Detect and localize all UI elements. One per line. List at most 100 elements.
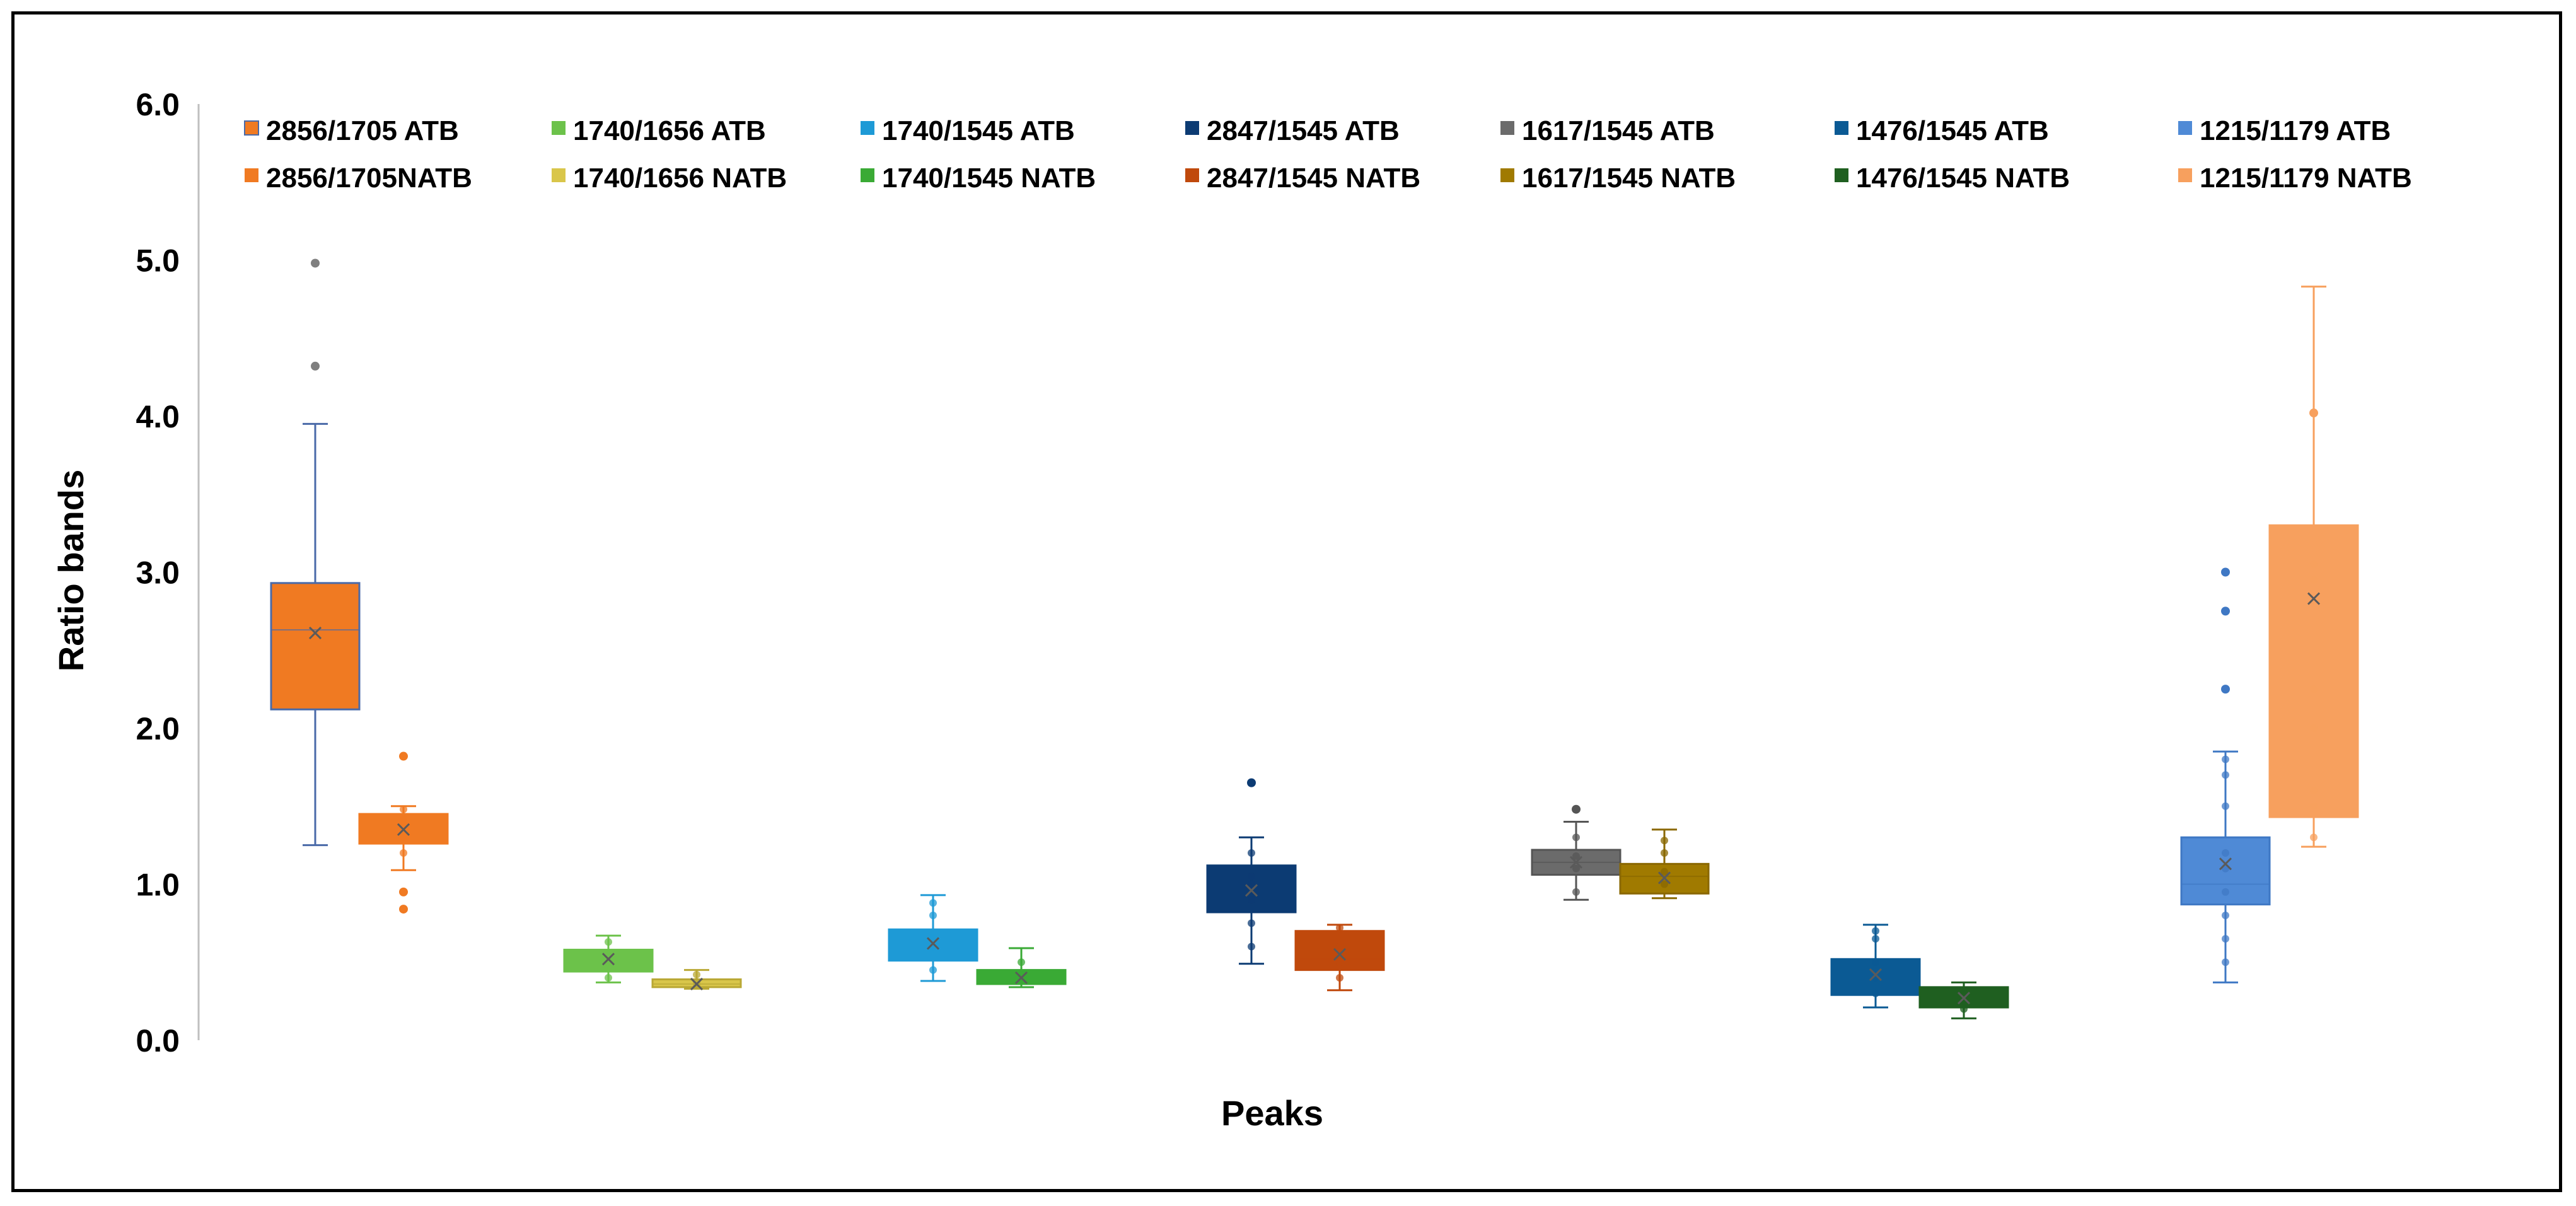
data-point: [1248, 849, 1255, 857]
legend-label: 2856/1705NATB: [266, 163, 472, 194]
box-1617-1545-natb: [1619, 828, 1710, 900]
data-point: [929, 933, 937, 941]
data-point: [2222, 849, 2229, 857]
legend-label: 1740/1545 NATB: [882, 163, 1096, 194]
y-tick-label: 4.0: [136, 399, 180, 434]
outlier-point: [2221, 606, 2230, 616]
data-point: [1248, 880, 1255, 888]
legend-swatch: [1185, 168, 1199, 182]
legend-item: 1740/1656 ATB: [552, 115, 766, 146]
mean-marker: [1569, 855, 1583, 869]
legend-label: 2847/1545 NATB: [1207, 163, 1420, 194]
y-tick-label: 5.0: [136, 243, 180, 279]
data-point: [400, 805, 407, 813]
mean-marker: [308, 626, 322, 640]
y-tick-label: 6.0: [136, 87, 180, 122]
outlier-point: [2309, 409, 2318, 418]
box-1740-1545-natb: [976, 947, 1067, 989]
data-point: [2222, 755, 2229, 763]
mean-marker: [1657, 871, 1671, 884]
data-point: [1336, 924, 1343, 932]
data-point: [1248, 919, 1255, 927]
data-point: [1572, 888, 1580, 896]
outlier-point: [311, 258, 320, 268]
mean-marker: [2307, 592, 2321, 605]
box-2856-1705natb: [358, 751, 449, 914]
outlier-point: [1247, 778, 1256, 787]
data-point: [2310, 787, 2318, 794]
data-point: [1336, 942, 1343, 951]
outlier-point: [311, 361, 320, 371]
box-2847-1545-natb: [1294, 924, 1385, 992]
data-point: [2222, 912, 2229, 919]
data-point: [2222, 935, 2229, 943]
data-point: [929, 912, 937, 919]
data-point: [2310, 802, 2318, 810]
data-point: [1661, 849, 1668, 857]
outlier-point: [399, 887, 408, 896]
y-axis: 0.0 1.0 2.0 3.0 4.0 5.0 6.0: [136, 87, 200, 1058]
data-point: [1872, 958, 1879, 966]
outlier-point: [399, 905, 408, 914]
y-tick-label: 3.0: [136, 555, 180, 591]
legend-label: 1740/1545 ATB: [882, 115, 1075, 146]
data-point: [1661, 837, 1668, 845]
data-point: [1336, 974, 1343, 982]
data-point: [605, 938, 612, 946]
data-point: [1872, 935, 1879, 943]
data-point: [2310, 724, 2318, 732]
legend-swatch: [1500, 168, 1514, 182]
data-point: [1661, 867, 1668, 876]
data-point: [1248, 873, 1255, 881]
mean-marker: [1333, 948, 1347, 961]
legend-swatch: [1835, 121, 1848, 135]
box-1740-1656-natb: [651, 969, 742, 990]
legend-item: 2847/1545 NATB: [1185, 163, 1420, 194]
data-point: [1872, 989, 1879, 997]
data-point: [929, 899, 937, 907]
iqr-box: [2268, 524, 2359, 818]
legend-item: 2856/1705NATB: [245, 163, 472, 194]
legend-item: 1215/1179 NATB: [2178, 163, 2412, 194]
data-point: [400, 849, 407, 857]
data-point: [1661, 880, 1668, 888]
legend-swatch: [2178, 121, 2192, 135]
data-point: [1572, 864, 1580, 873]
outlier-point: [2221, 567, 2230, 577]
data-point: [2222, 771, 2229, 779]
data-point: [1018, 958, 1025, 966]
data-point: [2222, 802, 2229, 810]
legend-item: 1215/1179 ATB: [2178, 115, 2391, 146]
box-1215-1179-atb: [2180, 567, 2271, 983]
box-1617-1545-atb: [1531, 804, 1622, 901]
iqr-box: [270, 582, 361, 710]
legend-label: 1476/1545 ATB: [1856, 115, 2049, 146]
data-point: [1248, 896, 1255, 904]
data-point: [2310, 685, 2318, 693]
outlier-point: [2221, 685, 2230, 694]
mean-marker: [601, 953, 615, 966]
legend-item: 1740/1656 NATB: [552, 163, 787, 194]
legend-swatch: [861, 168, 874, 182]
legend-label: 2856/1705 ATB: [266, 115, 459, 146]
legend-label: 1215/1179 ATB: [2200, 115, 2391, 146]
y-tick-label: 1.0: [136, 867, 180, 903]
box-2856-1705-atb: [270, 258, 361, 847]
x-axis-label: Peaks: [1221, 1093, 1323, 1133]
outlier-point: [1572, 804, 1581, 814]
y-tick-label: 0.0: [136, 1023, 180, 1058]
data-point: [2310, 833, 2318, 842]
mean-marker: [926, 937, 940, 950]
data-point: [2222, 888, 2229, 896]
data-point: [2310, 560, 2318, 569]
legend-item: 1617/1545 NATB: [1500, 163, 1736, 194]
y-axis-label: Ratio bands: [51, 470, 91, 671]
legend-item: 2856/1705 ATB: [244, 115, 459, 146]
legend-swatch: [1835, 168, 1848, 182]
legend-label: 1215/1179 NATB: [2200, 163, 2412, 194]
legend-swatch: [2178, 168, 2192, 182]
data-point: [1960, 1005, 1968, 1013]
y-tick-label: 2.0: [136, 711, 180, 746]
data-point: [693, 971, 700, 979]
